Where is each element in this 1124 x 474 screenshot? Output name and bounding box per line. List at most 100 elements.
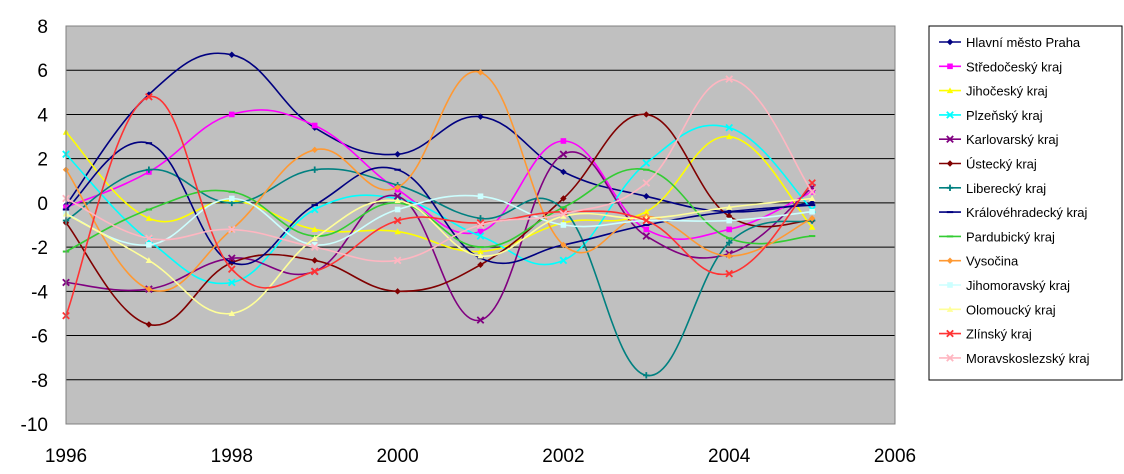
y-tick-label: -6 (31, 327, 48, 348)
data-point (146, 242, 152, 248)
data-point (311, 242, 318, 248)
legend-marker (946, 87, 954, 94)
y-tick-label: -4 (31, 282, 48, 303)
legend-label: Jihočeský kraj (966, 84, 1048, 99)
x-tick-label: 1996 (45, 446, 87, 467)
data-point (559, 150, 568, 159)
data-point (808, 215, 816, 222)
series-line-ustecky-kraj (65, 113, 813, 327)
data-point (808, 195, 816, 202)
legend-label: Karlovarský kraj (966, 132, 1059, 147)
data-point (394, 206, 401, 213)
legend-marker (946, 111, 954, 119)
legend-label: Vysočina (966, 254, 1019, 269)
data-point (394, 184, 401, 191)
plot-border (65, 25, 896, 425)
data-point (643, 111, 650, 118)
legend-label: Středočeský kraj (966, 59, 1062, 74)
legend-label: Zlínský kraj (966, 327, 1032, 342)
data-point (227, 265, 236, 274)
series-line-vysocina (65, 70, 813, 292)
data-point (560, 241, 567, 249)
data-point (476, 232, 485, 240)
data-point (394, 151, 401, 158)
data-point (229, 111, 235, 118)
data-point (477, 248, 484, 255)
legend-item-olomoucky-kraj: Olomoucký kraj (939, 302, 1056, 317)
legend-marker (946, 306, 954, 312)
data-point (726, 226, 732, 233)
legend-label: Hlavní město Praha (966, 35, 1081, 50)
data-point (725, 269, 734, 278)
legend-item-stredocesky-kraj: Středočeský kraj (939, 59, 1062, 74)
data-point (145, 215, 153, 221)
data-point (726, 212, 733, 220)
data-point (311, 166, 318, 173)
data-point (477, 228, 484, 235)
data-point (311, 122, 318, 129)
data-point (560, 212, 567, 219)
series-line-olomoucky-kraj (65, 197, 813, 315)
series-line-plzensky-kraj (65, 124, 813, 285)
x-tick-label: 2004 (708, 446, 751, 467)
legend-marker (947, 63, 953, 70)
data-point (476, 221, 485, 229)
data-point (145, 92, 153, 101)
legend-item-jihomoravsky-kraj: Jihomoravský kraj (939, 278, 1070, 293)
legend-item-kralovehradecky-kraj: Královéhradecký kraj (939, 205, 1087, 220)
legend-marker (946, 329, 954, 338)
x-tick-label: 2006 (874, 446, 916, 467)
data-point (227, 278, 236, 287)
data-point (560, 195, 567, 202)
data-point (393, 216, 402, 225)
legend-marker (947, 282, 953, 288)
data-point (808, 187, 816, 196)
x-tick-label: 1998 (211, 446, 253, 467)
legend-label: Jihomoravský kraj (966, 278, 1070, 293)
data-point (643, 226, 650, 233)
data-point (560, 222, 567, 228)
data-point (393, 256, 402, 265)
legend-label: Moravskoslezský kraj (966, 351, 1090, 366)
legend-label: Královéhradecký kraj (966, 205, 1087, 220)
data-point (808, 224, 816, 230)
x-tick-label: 2000 (376, 446, 418, 467)
data-point (145, 285, 153, 293)
data-point (310, 267, 319, 276)
data-point (643, 208, 650, 215)
legend-label: Liberecký kraj (966, 181, 1046, 196)
y-tick-label: 6 (37, 61, 48, 82)
data-point (476, 316, 485, 324)
data-point (227, 254, 236, 263)
data-point (228, 51, 235, 58)
y-tick-label: 0 (37, 194, 48, 215)
data-point (311, 257, 318, 264)
y-tick-label: 8 (37, 17, 48, 38)
data-point (726, 239, 733, 246)
legend-item-moravskoslezsky-kraj: Moravskoslezský kraj (939, 351, 1090, 366)
data-point (394, 197, 401, 204)
data-point (310, 205, 319, 214)
data-point (145, 257, 153, 263)
data-point (477, 252, 484, 259)
data-point (477, 193, 484, 200)
legend-item-zlinsky-kraj: Zlínský kraj (939, 327, 1032, 342)
series-moravskoslezsky-kraj (62, 75, 816, 265)
legend-marker (946, 160, 954, 167)
legend-label: Plzeňský kraj (966, 108, 1043, 123)
data-point (808, 179, 816, 187)
data-point (394, 228, 401, 235)
data-point (808, 199, 816, 207)
series-line-karlovarsky-kraj (65, 151, 813, 321)
data-point (477, 69, 484, 76)
legend-item-jihocesky-kraj: Jihočeský kraj (939, 84, 1048, 99)
series-line-jihomoravsky-kraj (65, 194, 813, 246)
data-point (726, 204, 733, 210)
legend-marker (946, 354, 954, 362)
legend-marker (946, 184, 954, 191)
data-point (725, 75, 734, 83)
series-line-liberecky-kraj (65, 168, 813, 377)
legend-label: Ústecký kraj (966, 157, 1037, 172)
y-tick-label: 2 (37, 150, 48, 171)
